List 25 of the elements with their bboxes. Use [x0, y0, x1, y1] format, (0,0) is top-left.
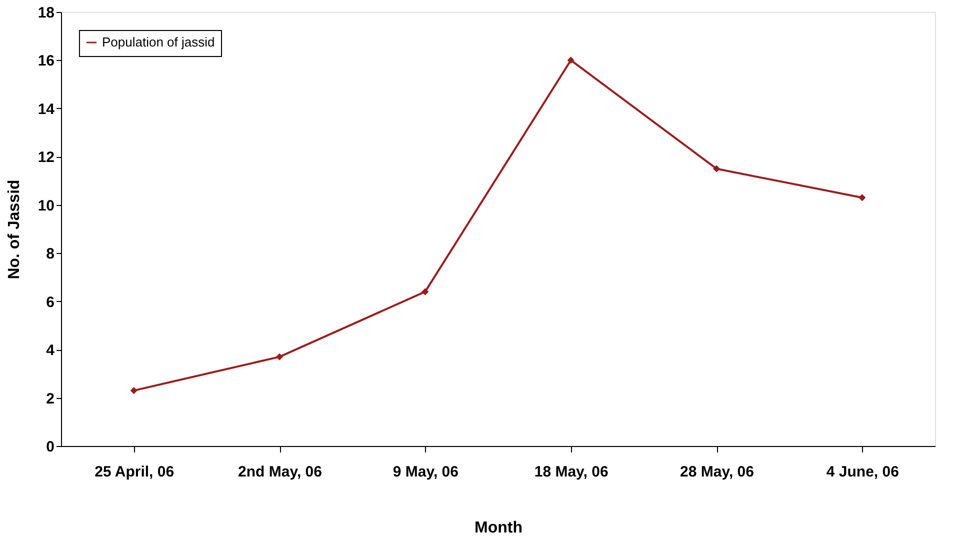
point [712, 165, 720, 172]
y-tick-label: 2 [46, 390, 54, 408]
y-axis-title: No. of Jassid [6, 180, 23, 280]
point [276, 353, 284, 360]
point [422, 288, 429, 296]
point [130, 387, 138, 394]
x-tick-label: 4 June, 06 [826, 464, 899, 480]
y-tick-label: 4 [46, 342, 56, 360]
x-tick-label: 2nd May, 06 [238, 464, 322, 480]
x-tick-label: 25 April, 06 [94, 464, 174, 480]
y-tick-label: 0 [46, 438, 54, 456]
y-tick-label: 6 [46, 294, 54, 311]
x-tick-label: 28 May, 06 [680, 464, 754, 480]
y-tick-label: 16 [38, 52, 54, 70]
point [567, 56, 574, 64]
x-tick-label: 9 May, 06 [392, 464, 458, 480]
legend-label: Population of jassid [102, 34, 215, 50]
x-tick-label: 18 May, 06 [534, 464, 608, 480]
y-tick-label: 18 [38, 4, 54, 22]
y-tick-label: 10 [38, 197, 54, 214]
point [858, 194, 866, 202]
y-tick-label: 12 [38, 149, 54, 166]
y-tick-label: 14 [38, 100, 56, 118]
y-tick-label: 8 [46, 246, 54, 263]
x-axis-title: Month [474, 520, 522, 536]
